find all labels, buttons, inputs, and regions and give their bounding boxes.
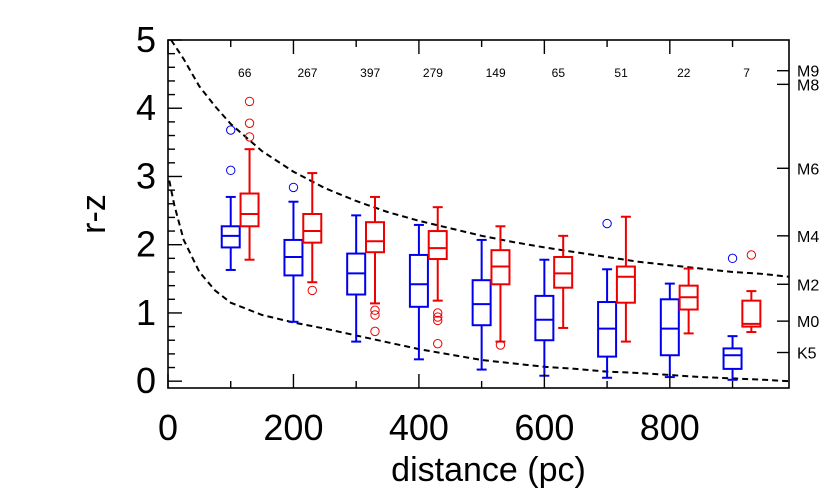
dashed-curve-1 <box>170 39 790 278</box>
count-label: 22 <box>677 66 691 80</box>
iqr-box <box>408 253 429 308</box>
outlier-point <box>370 310 380 320</box>
iqr-box <box>741 299 762 328</box>
outlier-point <box>226 125 236 135</box>
box-group <box>283 182 304 323</box>
x-tick-label: 200 <box>263 407 323 448</box>
outlier-point <box>602 218 612 229</box>
iqr-box <box>553 255 574 289</box>
box-group <box>741 250 762 334</box>
box-group <box>346 214 367 343</box>
box-group <box>302 172 323 296</box>
iqr-box <box>659 298 680 357</box>
right-axis-label: M2 <box>797 277 819 294</box>
plot-frame <box>167 39 790 389</box>
count-label: 267 <box>297 66 317 80</box>
outlier-point <box>370 305 380 315</box>
box-group <box>471 238 492 371</box>
box-layer <box>220 96 762 381</box>
right-axis-label: M9 <box>797 64 819 81</box>
box-group <box>220 125 241 271</box>
outlier-point <box>433 315 443 326</box>
box-group <box>427 206 448 349</box>
outlier-point <box>244 118 255 128</box>
iqr-box <box>302 213 323 244</box>
outlier-point <box>288 182 299 193</box>
box-group <box>239 96 260 261</box>
iqr-box <box>427 230 448 261</box>
right-axis-label: M4 <box>797 229 819 246</box>
outlier-point <box>307 285 317 296</box>
right-axis-label: M6 <box>797 161 819 178</box>
count-label: 65 <box>552 66 566 80</box>
count-label: 397 <box>360 66 380 80</box>
outlier-point <box>727 253 738 264</box>
box-group <box>597 218 618 379</box>
iqr-box <box>471 279 492 327</box>
iqr-box <box>534 294 555 342</box>
outlier-point <box>370 326 380 337</box>
box-group <box>408 223 429 361</box>
count-label: 279 <box>423 66 443 80</box>
count-label: 66 <box>238 66 252 80</box>
box-group <box>678 267 699 335</box>
box-group <box>615 215 636 343</box>
box-group <box>722 253 743 381</box>
iqr-box <box>239 192 260 228</box>
x-axis-label: distance (pc) <box>391 451 586 489</box>
iqr-box <box>220 225 241 249</box>
count-label: 51 <box>614 66 628 80</box>
outlier-point <box>433 312 443 322</box>
y-tick-label: 1 <box>136 292 156 333</box>
box-group <box>365 195 385 337</box>
box-group <box>490 225 511 350</box>
y-tick-label: 4 <box>136 87 156 128</box>
count-label: 149 <box>486 66 506 80</box>
y-tick-label: 5 <box>136 19 156 60</box>
box-group <box>534 258 555 377</box>
outlier-point <box>433 338 443 349</box>
count-label: 7 <box>743 66 750 80</box>
right-axis-label: K5 <box>797 346 817 363</box>
outlier-point <box>495 340 506 350</box>
box-group <box>659 282 680 379</box>
x-tick-label: 800 <box>640 407 700 448</box>
axes-layer <box>167 39 790 389</box>
iqr-box <box>722 347 743 370</box>
outlier-point <box>244 96 255 107</box>
outlier-point <box>244 132 255 142</box>
curve-layer <box>168 39 790 383</box>
y-tick-label: 0 <box>136 360 156 401</box>
outlier-point <box>433 308 443 318</box>
y-tick-layer: 0 1 2 3 4 5 <box>136 19 182 401</box>
x-tick-label: 600 <box>514 407 574 448</box>
outlier-point <box>746 250 757 260</box>
count-label-layer: 66 267 397 279 149 65 51 22 7 <box>238 66 750 80</box>
x-tick-label: 400 <box>389 407 449 448</box>
iqr-box <box>365 221 385 254</box>
y-axis-label: r-z <box>75 194 113 234</box>
x-tick-layer: 0 200 400 600 800 <box>158 40 734 448</box>
dashed-curve-2 <box>168 180 790 383</box>
y-tick-label: 2 <box>136 224 156 265</box>
right-axis-label: M0 <box>797 314 819 331</box>
box-group <box>553 234 574 329</box>
x-tick-label: 0 <box>158 407 178 448</box>
outlier-point <box>226 165 236 176</box>
right-axis-label: M8 <box>797 77 819 94</box>
iqr-box <box>615 265 636 304</box>
y-tick-label: 3 <box>136 155 156 196</box>
